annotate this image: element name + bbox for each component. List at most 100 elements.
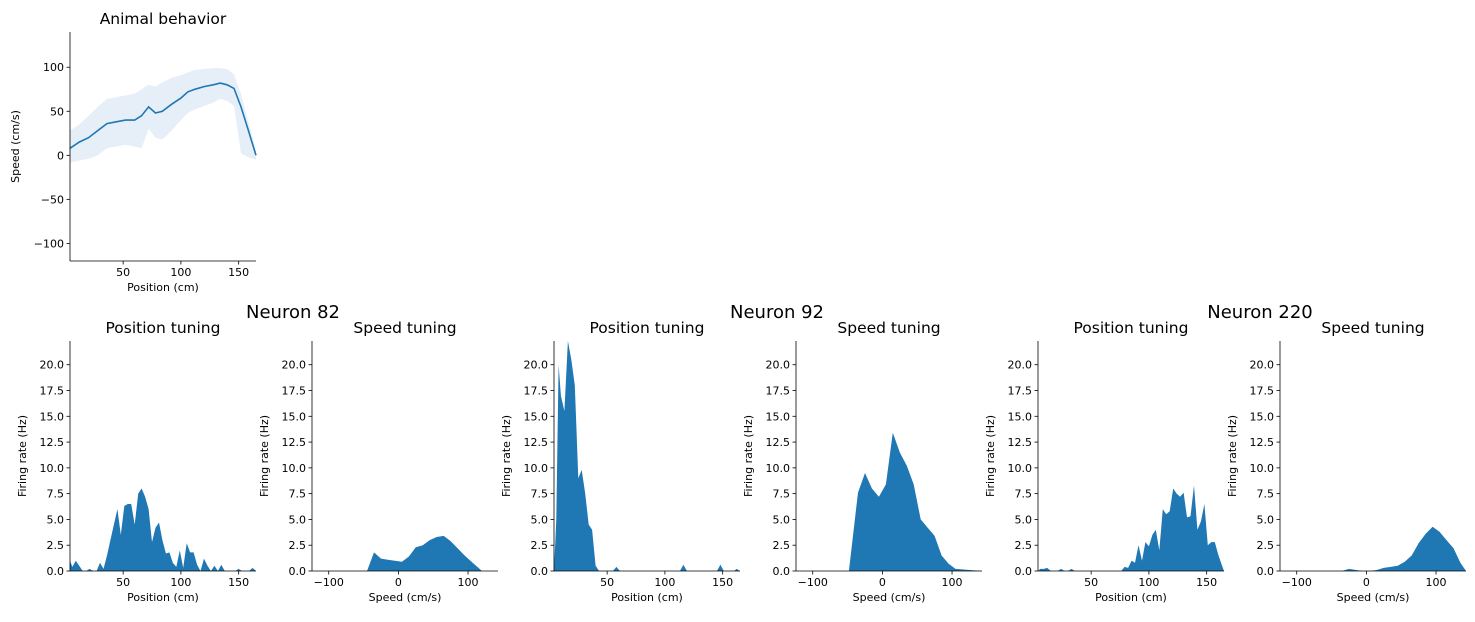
- y-tick-label: 20.0: [524, 359, 549, 372]
- y-axis-label: Speed (cm/s): [9, 110, 22, 183]
- y-tick-label: 5.0: [289, 513, 307, 526]
- y-tick-label: 10.0: [1250, 462, 1275, 475]
- y-tick-label: 0.0: [289, 565, 307, 578]
- y-tick-label: 15.0: [282, 410, 307, 423]
- x-axis-label: Position (cm): [127, 591, 199, 604]
- x-tick-label: 50: [1084, 576, 1098, 589]
- y-tick-label: 17.5: [524, 385, 549, 398]
- y-tick-label: 10.0: [524, 462, 549, 475]
- firing-rate-area: [1280, 526, 1466, 571]
- chart-n92-speed: −100 0 100 0.0 2.5 5.0 7.5 10.0 12.5 15.0 17.5 20.0…: [742, 319, 982, 604]
- chart-title: Animal behavior: [100, 10, 227, 28]
- chart-n82-speed: −100 0 100 0.0 2.5 5.0 7.5 10.0 12.5 15.0 17.5 20.0…: [258, 319, 498, 604]
- y-tick-label: 15.0: [766, 410, 791, 423]
- chart-n220-position: 50 100 150 0.0 2.5 5.0 7.5 10.0 12.5 15.0 17.5 20.0…: [984, 319, 1224, 604]
- x-tick-label: 100: [942, 576, 963, 589]
- y-tick-label: 20.0: [766, 359, 791, 372]
- y-tick-label: 20.0: [282, 359, 307, 372]
- x-tick-label: −100: [314, 576, 344, 589]
- chart-n220-speed: −100 0 100 0.0 2.5 5.0 7.5 10.0 12.5 15.0 17.5 20.0…: [1226, 319, 1466, 604]
- y-tick-label: 17.5: [282, 385, 307, 398]
- mean-speed-line: [69, 82, 257, 156]
- neuron-title-92: Neuron 92: [730, 302, 824, 323]
- y-tick-label: 12.5: [1008, 436, 1033, 449]
- x-tick-label: 100: [458, 576, 479, 589]
- y-axis-label: Firing rate (Hz): [500, 415, 513, 497]
- y-tick-label: 100: [43, 61, 64, 74]
- y-tick-label: 0.0: [47, 565, 65, 578]
- y-tick-label: 10.0: [766, 462, 791, 475]
- y-axis-label: Firing rate (Hz): [16, 415, 29, 497]
- x-axis-label: Speed (cm/s): [853, 591, 926, 604]
- confidence-band: [70, 68, 256, 163]
- firing-rate-area: [312, 535, 498, 571]
- x-tick-label: 150: [228, 266, 249, 279]
- y-tick-label: 15.0: [1008, 410, 1033, 423]
- x-tick-label: 150: [228, 576, 249, 589]
- y-tick-label: 20.0: [40, 359, 65, 372]
- x-tick-label: 50: [116, 266, 130, 279]
- y-tick-label: 20.0: [1008, 359, 1033, 372]
- chart-title: Speed tuning: [837, 319, 940, 337]
- y-axis-label: Firing rate (Hz): [984, 415, 997, 497]
- y-tick-label: 0.0: [1015, 565, 1033, 578]
- axes-layer: 50 100 150 −100 −50 0 50 100 Position (cm) Speed …: [9, 10, 1466, 604]
- chart-n92-position: 50 100 150 0.0 2.5 5.0 7.5 10.0 12.5 15.0 17.5 20.0…: [500, 319, 740, 604]
- x-tick-label: 100: [1138, 576, 1159, 589]
- y-tick-label: 2.5: [531, 539, 549, 552]
- x-tick-label: −100: [798, 576, 828, 589]
- y-axis-label: Firing rate (Hz): [258, 415, 271, 497]
- firing-rate-area: [1038, 485, 1224, 571]
- y-tick-label: 12.5: [524, 436, 549, 449]
- chart-behavior: 50 100 150 −100 −50 0 50 100 Position (cm) Speed …: [9, 10, 257, 294]
- y-tick-label: 7.5: [47, 488, 65, 501]
- x-tick-label: 100: [654, 576, 675, 589]
- x-axis-label: Position (cm): [127, 281, 199, 294]
- chart-title: Speed tuning: [1321, 319, 1424, 337]
- y-tick-label: 17.5: [766, 385, 791, 398]
- x-tick-label: 50: [600, 576, 614, 589]
- y-tick-label: 0.0: [531, 565, 549, 578]
- x-axis-label: Speed (cm/s): [1337, 591, 1410, 604]
- y-tick-label: 2.5: [773, 539, 791, 552]
- y-tick-label: 2.5: [289, 539, 307, 552]
- y-tick-label: 15.0: [524, 410, 549, 423]
- y-tick-label: 0: [57, 149, 64, 162]
- y-tick-label: 7.5: [1257, 488, 1275, 501]
- y-tick-label: −50: [41, 193, 64, 206]
- y-tick-label: 15.0: [1250, 410, 1275, 423]
- y-tick-label: 17.5: [40, 385, 65, 398]
- y-tick-label: 0.0: [1257, 565, 1275, 578]
- firing-rate-area: [796, 432, 982, 571]
- neuron-title-82: Neuron 82: [246, 302, 340, 323]
- y-tick-label: 10.0: [282, 462, 307, 475]
- x-tick-label: −100: [1282, 576, 1312, 589]
- chart-title: Speed tuning: [353, 319, 456, 337]
- y-tick-label: 2.5: [1015, 539, 1033, 552]
- x-tick-label: 100: [1426, 576, 1447, 589]
- y-tick-label: 17.5: [1008, 385, 1033, 398]
- y-tick-label: 15.0: [40, 410, 65, 423]
- y-tick-label: −100: [34, 237, 64, 250]
- y-tick-label: 5.0: [47, 513, 65, 526]
- y-tick-label: 10.0: [40, 462, 65, 475]
- y-tick-label: 7.5: [531, 488, 549, 501]
- y-axis-label: Firing rate (Hz): [742, 415, 755, 497]
- y-tick-label: 12.5: [1250, 436, 1275, 449]
- y-tick-label: 5.0: [531, 513, 549, 526]
- y-tick-label: 10.0: [1008, 462, 1033, 475]
- y-tick-label: 0.0: [773, 565, 791, 578]
- y-tick-label: 2.5: [47, 539, 65, 552]
- y-tick-label: 2.5: [1257, 539, 1275, 552]
- x-axis-label: Position (cm): [611, 591, 683, 604]
- x-tick-label: 50: [116, 576, 130, 589]
- x-tick-label: 100: [170, 266, 191, 279]
- y-tick-label: 20.0: [1250, 359, 1275, 372]
- y-tick-label: 12.5: [282, 436, 307, 449]
- x-axis-label: Position (cm): [1095, 591, 1167, 604]
- x-tick-label: 0: [395, 576, 402, 589]
- y-axis-label: Firing rate (Hz): [1226, 415, 1239, 497]
- neuron-title-220: Neuron 220: [1207, 302, 1312, 323]
- y-tick-label: 12.5: [40, 436, 65, 449]
